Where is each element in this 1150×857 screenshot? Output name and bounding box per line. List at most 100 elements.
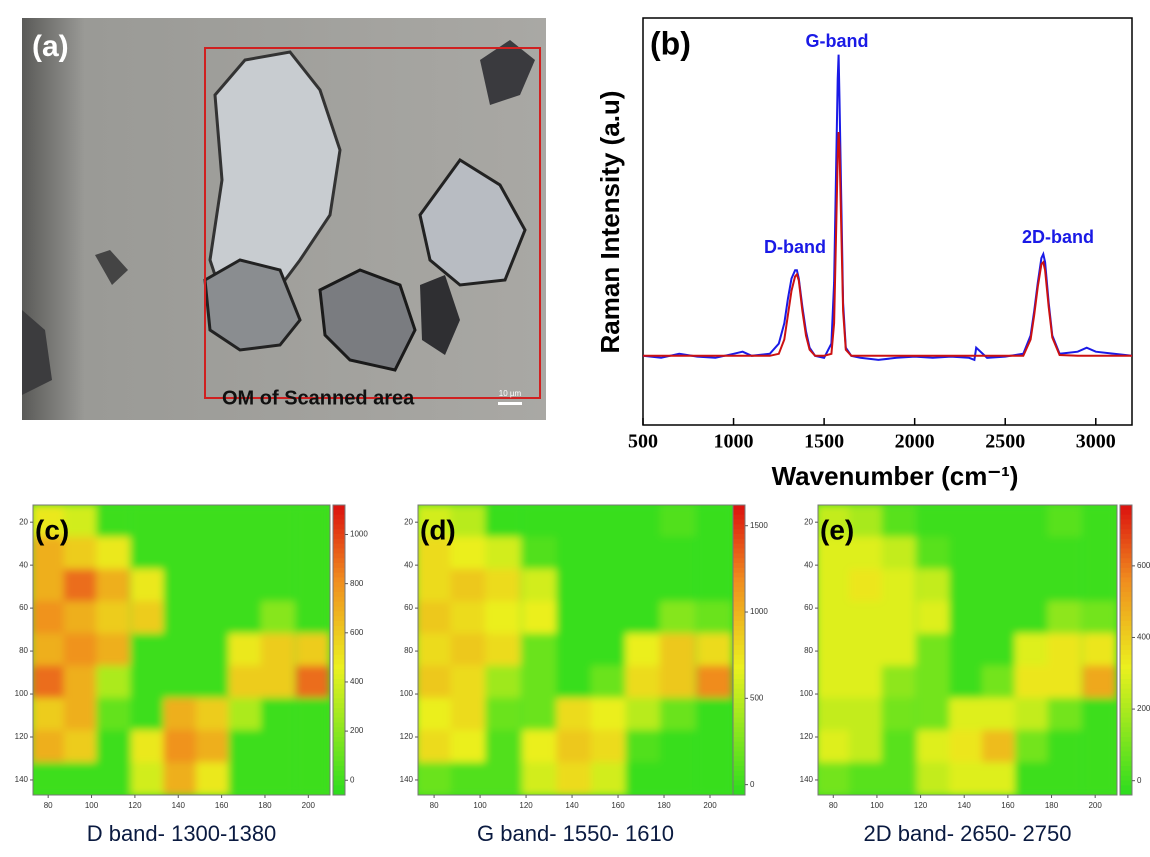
x-tick-label: 2500 bbox=[985, 431, 1025, 453]
heat-cell bbox=[296, 537, 330, 570]
colorbar-step bbox=[333, 626, 345, 631]
heat-cell bbox=[625, 569, 661, 602]
heat-cell bbox=[982, 698, 1016, 731]
heat-cell bbox=[660, 569, 696, 602]
heat-cell bbox=[849, 601, 883, 634]
heat-cell bbox=[64, 762, 98, 795]
x-tick-label: 80 bbox=[430, 801, 439, 810]
annotation: G-band bbox=[806, 31, 869, 51]
y-tick-label: 60 bbox=[19, 603, 28, 612]
colorbar-step bbox=[333, 732, 345, 737]
heat-cell bbox=[451, 537, 487, 570]
heat-cell bbox=[625, 730, 661, 763]
colorbar-step bbox=[1120, 737, 1132, 742]
heat-cell bbox=[163, 666, 197, 699]
colorbar-step bbox=[333, 766, 345, 771]
heat-cell bbox=[522, 505, 558, 538]
heat-cell bbox=[697, 698, 733, 731]
y-tick-label: 100 bbox=[15, 689, 29, 698]
heat-cell bbox=[1082, 569, 1116, 602]
colorbar-step bbox=[333, 597, 345, 602]
heat-cell bbox=[982, 730, 1016, 763]
heat-cell bbox=[96, 633, 130, 666]
heat-cell bbox=[917, 666, 951, 699]
heat-cell bbox=[131, 537, 165, 570]
heat-cell bbox=[591, 505, 627, 538]
colorbar-step bbox=[1120, 752, 1132, 757]
heat-cell bbox=[261, 569, 295, 602]
colorbar-step bbox=[733, 781, 745, 786]
colorbar-step bbox=[733, 684, 745, 689]
heat-cell bbox=[296, 633, 330, 666]
heat-cell bbox=[485, 505, 521, 538]
heat-cell bbox=[882, 569, 916, 602]
colorbar-step bbox=[733, 747, 745, 752]
heat-cell bbox=[882, 698, 916, 731]
heat-cell bbox=[451, 730, 487, 763]
heat-cell bbox=[416, 633, 452, 666]
heat-cell bbox=[697, 762, 733, 795]
colorbar-step bbox=[333, 752, 345, 757]
heat-cell bbox=[882, 537, 916, 570]
heat-cell bbox=[451, 698, 487, 731]
heat-cell bbox=[296, 569, 330, 602]
heat-cell bbox=[228, 633, 262, 666]
colorbar-step bbox=[333, 723, 345, 728]
heat-cell bbox=[660, 601, 696, 634]
heat-cell bbox=[261, 505, 295, 538]
heat-cell bbox=[296, 505, 330, 538]
heat-cell bbox=[591, 537, 627, 570]
heat-cell bbox=[522, 601, 558, 634]
heat-cell bbox=[451, 569, 487, 602]
panel-label: (e) bbox=[820, 514, 854, 545]
heat-cell bbox=[485, 601, 521, 634]
heat-cell bbox=[591, 601, 627, 634]
heat-cell bbox=[816, 698, 850, 731]
heat-cell bbox=[625, 698, 661, 731]
heat-cell bbox=[31, 730, 65, 763]
colorbar-step bbox=[1120, 587, 1132, 592]
heat-cell bbox=[522, 762, 558, 795]
colorbar-step bbox=[733, 563, 745, 568]
heat-cell bbox=[949, 730, 983, 763]
colorbar-step bbox=[333, 694, 345, 699]
heat-cell bbox=[1082, 601, 1116, 634]
colorbar-step bbox=[333, 679, 345, 684]
x-tick-label: 120 bbox=[519, 801, 533, 810]
heat-cell bbox=[31, 569, 65, 602]
colorbar-step bbox=[333, 520, 345, 525]
heat-cell bbox=[451, 505, 487, 538]
y-tick-label: 80 bbox=[19, 646, 28, 655]
colorbar-step bbox=[333, 587, 345, 592]
heat-cell bbox=[697, 601, 733, 634]
colorbar-step bbox=[333, 602, 345, 607]
heat-cell bbox=[556, 505, 592, 538]
colorbar-step bbox=[733, 524, 745, 529]
colorbar-step bbox=[733, 713, 745, 718]
x-tick-label: 180 bbox=[1045, 801, 1059, 810]
colorbar-step bbox=[733, 592, 745, 597]
colorbar-step bbox=[733, 573, 745, 578]
heat-cell bbox=[522, 633, 558, 666]
heat-cell bbox=[522, 537, 558, 570]
colorbar-step bbox=[733, 655, 745, 660]
colorbar-step bbox=[1120, 597, 1132, 602]
heat-cell bbox=[31, 666, 65, 699]
x-tick-label: 140 bbox=[958, 801, 972, 810]
colorbar-tick-label: 600 bbox=[350, 628, 364, 637]
heat-cell bbox=[1015, 762, 1049, 795]
heat-cell bbox=[196, 633, 230, 666]
colorbar-step bbox=[733, 718, 745, 723]
colorbar-step bbox=[1120, 742, 1132, 747]
colorbar-tick-label: 200 bbox=[1137, 704, 1150, 713]
colorbar-step bbox=[1120, 756, 1132, 761]
colorbar-step bbox=[1120, 544, 1132, 549]
colorbar-step bbox=[1120, 607, 1132, 612]
heat-cell bbox=[917, 698, 951, 731]
colorbar-step bbox=[333, 684, 345, 689]
heat-cell bbox=[556, 762, 592, 795]
heat-cell bbox=[697, 666, 733, 699]
heat-cell bbox=[296, 698, 330, 731]
heat-cell bbox=[591, 666, 627, 699]
colorbar-step bbox=[733, 587, 745, 592]
